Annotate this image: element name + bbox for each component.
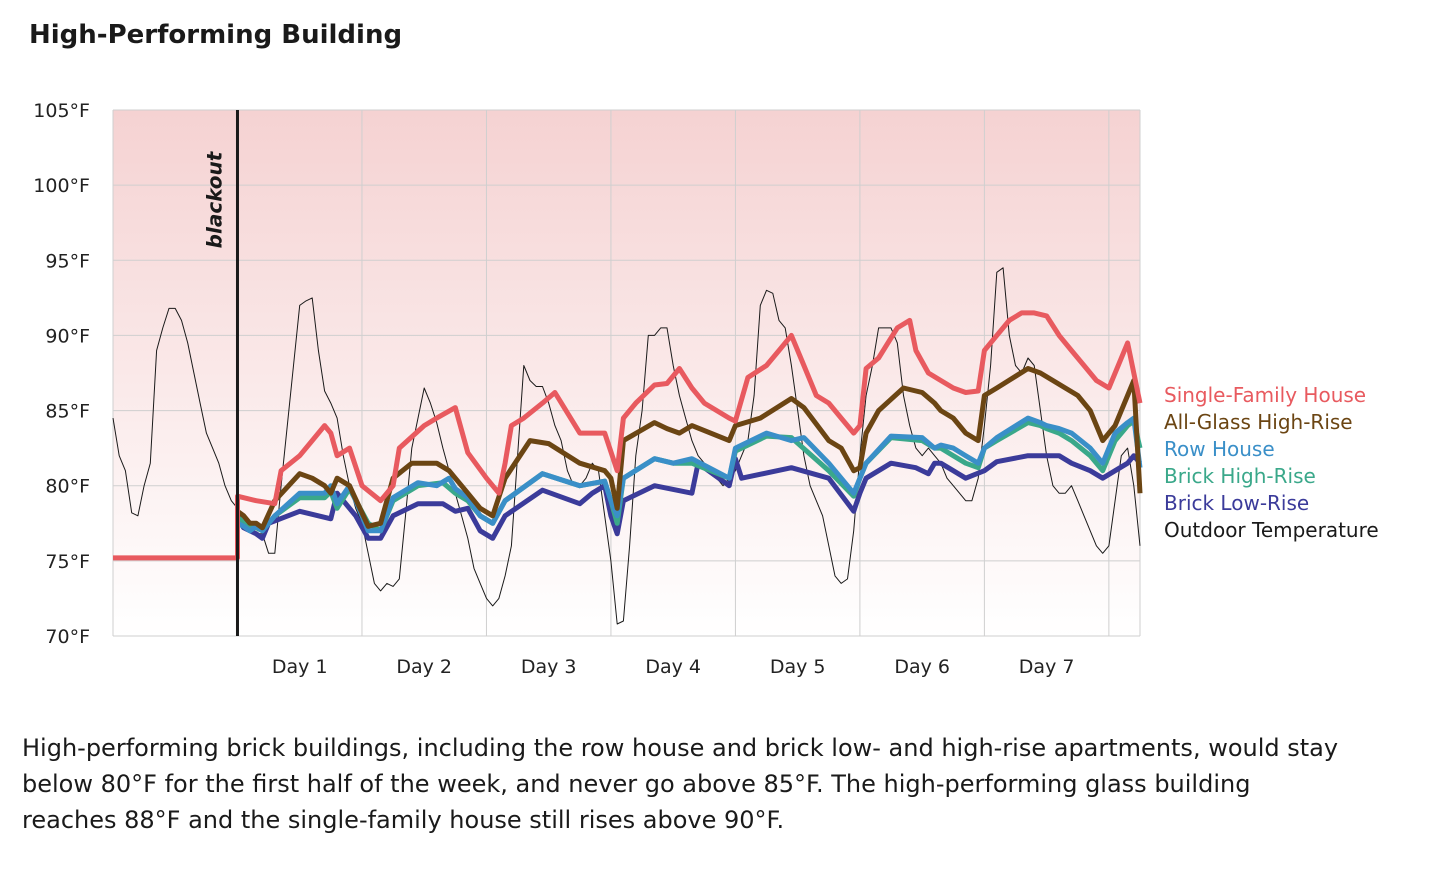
x-tick-label: Day 6 <box>894 656 950 678</box>
y-tick-label: 70°F <box>45 626 90 648</box>
legend: Single-Family House All-Glass High-Rise Ro… <box>1164 383 1379 542</box>
plot-area <box>113 110 1140 636</box>
x-tick-label: Day 4 <box>645 656 701 678</box>
y-tick-label: 80°F <box>45 476 90 498</box>
x-tick-label: Day 7 <box>1019 656 1075 678</box>
chart-title: High-Performing Building <box>29 20 403 50</box>
series-lines <box>112 267 1143 625</box>
chart: 105°F 100°F 95°F 90°F 85°F 80°F 75°F 70°F Day 1… <box>33 100 1379 678</box>
y-axis: 105°F 100°F 95°F 90°F 85°F 80°F 75°F 70°F <box>33 100 90 648</box>
y-tick-label: 85°F <box>45 401 90 423</box>
legend-entry-single-family-house: Single-Family House <box>1164 383 1366 407</box>
series-line-outdoor-temperature <box>112 267 1141 625</box>
x-tick-label: Day 2 <box>396 656 452 678</box>
y-tick-label: 90°F <box>45 325 90 347</box>
series-line-single-family-house <box>113 310 1143 561</box>
legend-entry-outdoor-temperature: Outdoor Temperature <box>1164 518 1379 542</box>
x-axis: Day 1 Day 2 Day 3 Day 4 Day 5 Day 6 Day 7 <box>272 656 1075 678</box>
legend-entry-all-glass-high-rise: All-Glass High-Rise <box>1164 410 1353 434</box>
x-tick-label: Day 5 <box>770 656 826 678</box>
y-tick-label: 95°F <box>45 250 90 272</box>
y-tick-label: 100°F <box>33 175 90 197</box>
x-tick-label: Day 1 <box>272 656 328 678</box>
blackout-annotation: blackout <box>202 110 239 636</box>
legend-entry-row-house: Row House <box>1164 437 1275 461</box>
legend-entry-brick-high-rise: Brick High-Rise <box>1164 464 1316 488</box>
y-tick-label: 105°F <box>33 100 90 122</box>
chart-caption: High-performing brick buildings, includi… <box>22 734 1339 834</box>
x-tick-label: Day 3 <box>521 656 577 678</box>
blackout-label: blackout <box>202 150 226 248</box>
series-line-row-house <box>236 415 1143 534</box>
y-tick-label: 75°F <box>45 551 90 573</box>
legend-entry-brick-low-rise: Brick Low-Rise <box>1164 491 1309 515</box>
series-line-all-glass-high-rise <box>236 366 1143 531</box>
